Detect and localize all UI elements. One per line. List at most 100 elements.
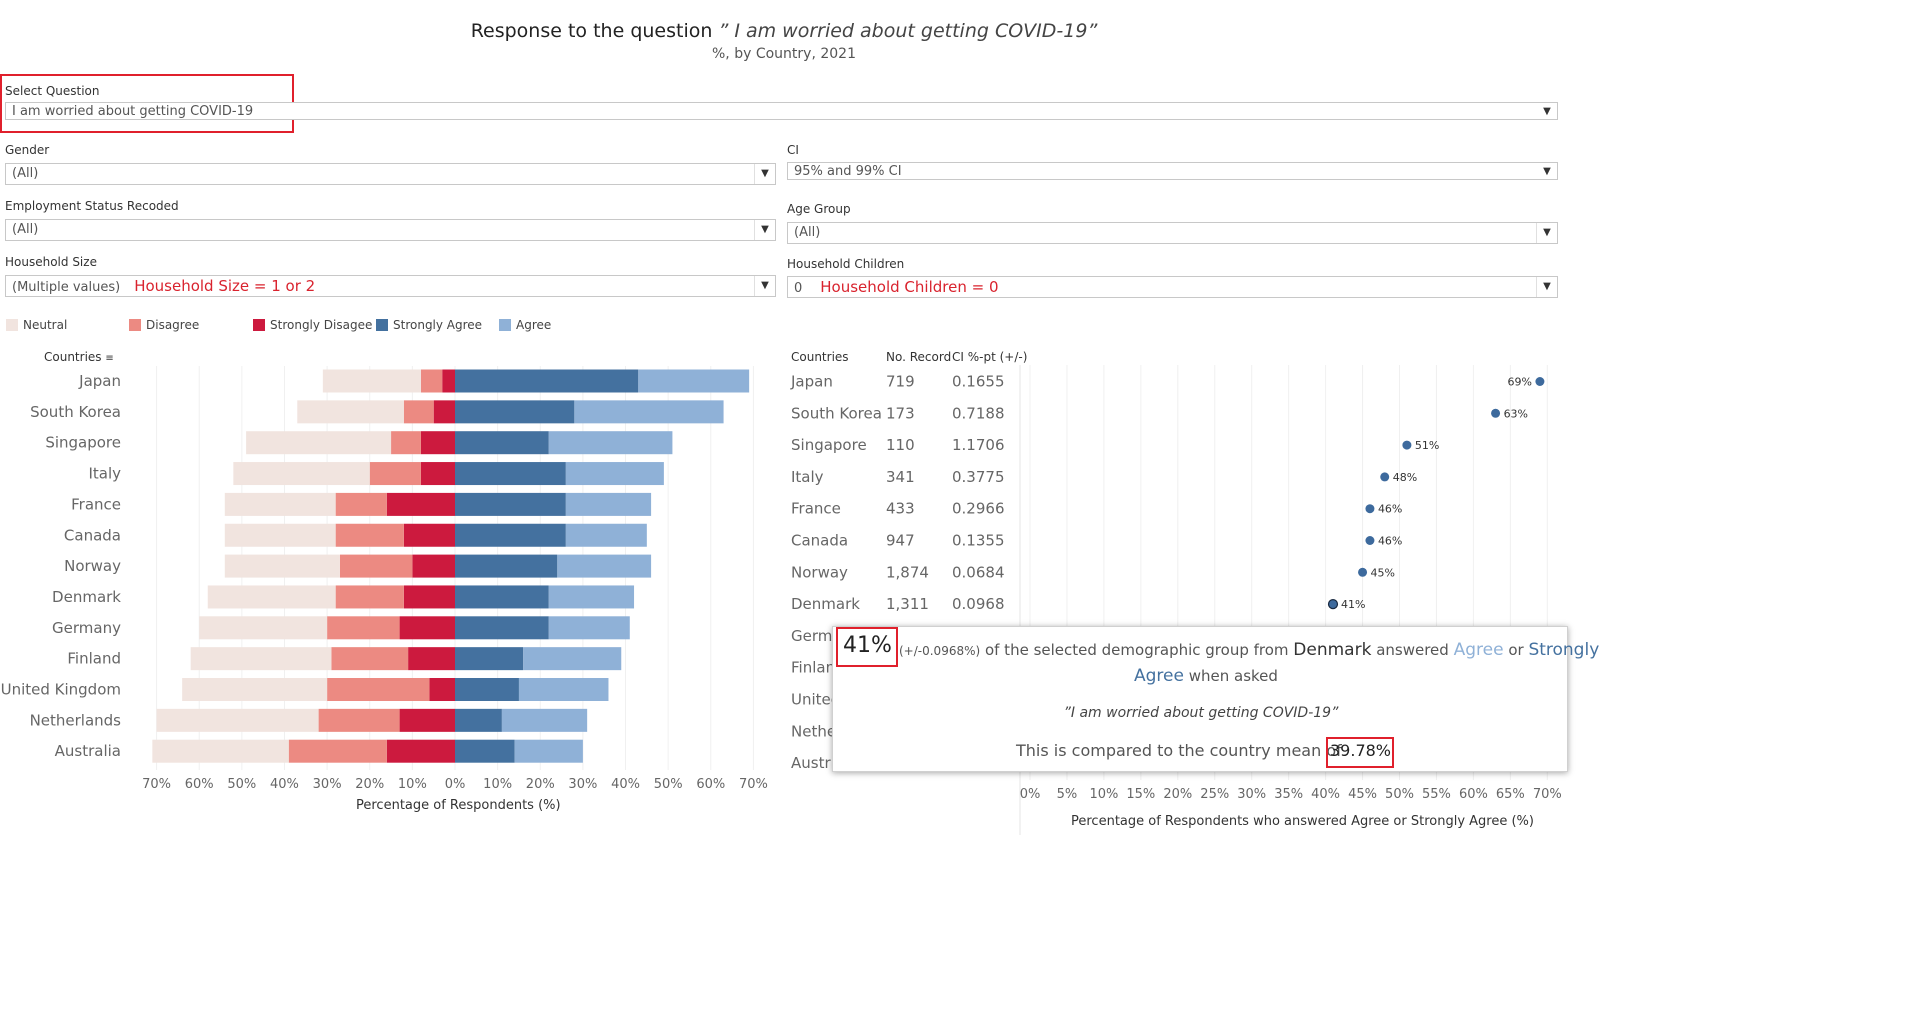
legend-label: Agree <box>516 318 552 332</box>
legend-item-agree[interactable]: Agree <box>499 318 551 332</box>
neutral-bar <box>152 739 289 763</box>
x-tick-label: 55% <box>1422 787 1451 802</box>
table-country: Japan <box>790 373 833 391</box>
select-question-value: I am worried about getting COVID-19 <box>12 104 254 119</box>
chevron-down-icon[interactable]: ▼ <box>1543 165 1551 177</box>
strongly-disagree-bar <box>403 523 455 547</box>
chevron-down-icon[interactable]: ▼ <box>1543 105 1551 117</box>
legend-item-strongly-disagree[interactable]: Strongly Disagee <box>253 318 372 332</box>
strongly-agree-bar <box>455 523 566 547</box>
employment-label: Employment Status Recoded <box>5 199 179 213</box>
chevron-down-icon[interactable]: ▼ <box>1536 223 1557 243</box>
ci-dropdown[interactable]: 95% and 99% CI ▼ <box>787 162 1558 180</box>
x-tick-label: 30% <box>1237 787 1266 802</box>
x-tick-label: 40% <box>1311 787 1340 802</box>
table-country: Finlan <box>791 659 835 677</box>
data-point <box>1380 472 1390 482</box>
legend-item-strongly-agree[interactable]: Strongly Agree <box>376 318 482 332</box>
x-tick-label: 50% <box>227 777 256 792</box>
strongly-disagree-bar <box>420 462 455 486</box>
neutral-bar <box>190 647 332 671</box>
data-point-label: 45% <box>1371 566 1395 579</box>
countries-sort-header[interactable]: Countries ≡ <box>44 350 114 364</box>
page-title: Response to the question ” I am worried … <box>0 20 1568 42</box>
table-country: Canada <box>791 532 848 550</box>
table-country: Norway <box>791 563 848 581</box>
neutral-bar <box>233 462 370 486</box>
table-ci: 0.1355 <box>952 532 1005 550</box>
country-label: Japan <box>78 372 121 390</box>
tooltip-compare: This is compared to the country mean of <box>1016 741 1342 760</box>
strongly-agree-bar <box>455 647 524 671</box>
chevron-down-icon[interactable]: ▼ <box>754 276 775 296</box>
data-point-label: 51% <box>1415 439 1439 452</box>
neutral-bar <box>207 585 336 609</box>
x-tick-label: 15% <box>1126 787 1155 802</box>
tooltip-ci: (+/-0.0968%) <box>899 644 981 658</box>
tooltip-strongly-agree-part1: Strongly <box>1528 640 1600 660</box>
data-point <box>1365 504 1375 514</box>
household-children-dropdown[interactable]: 0 Household Children = 0 ▼ <box>787 276 1558 298</box>
legend-item-neutral[interactable]: Neutral <box>6 318 67 332</box>
country-label: United Kingdom <box>1 681 121 699</box>
x-tick-label: 50% <box>1385 787 1414 802</box>
legend-label: Strongly Agree <box>393 318 483 332</box>
x-tick-label: 70% <box>1533 787 1562 802</box>
table-ci: 0.1655 <box>952 373 1005 391</box>
data-point-label: 41% <box>1341 598 1365 611</box>
chevron-down-icon[interactable]: ▼ <box>754 164 775 184</box>
chevron-down-icon[interactable]: ▼ <box>754 220 775 240</box>
table-header-countries: Countries <box>791 350 849 364</box>
agree-bar <box>565 462 664 486</box>
disagree-bar <box>331 647 409 671</box>
table-record-count: 1,311 <box>886 595 929 613</box>
table-country: Nethe <box>791 722 836 740</box>
data-point-label: 69% <box>1507 376 1531 389</box>
data-point <box>1491 408 1501 418</box>
legend-item-disagree[interactable]: Disagree <box>129 318 199 332</box>
household-children-label: Household Children <box>787 257 905 271</box>
household-size-label: Household Size <box>5 255 97 269</box>
x-tick-label: 20% <box>1163 787 1192 802</box>
disagree-bar <box>420 369 443 393</box>
agree-bar <box>501 708 588 732</box>
legend-swatch <box>253 319 265 331</box>
x-tick-label: 40% <box>270 777 299 792</box>
household-size-dropdown[interactable]: (Multiple values) Household Size = 1 or 2… <box>5 275 776 297</box>
disagree-bar <box>391 431 421 455</box>
agree-bar <box>574 400 724 424</box>
x-tick-label: 0% <box>1020 787 1041 802</box>
neutral-bar <box>297 400 404 424</box>
select-question-dropdown[interactable]: I am worried about getting COVID-19 ▼ <box>5 102 1558 120</box>
disagree-bar <box>403 400 434 424</box>
strongly-disagree-bar <box>386 739 455 763</box>
sort-icon[interactable]: ≡ <box>105 353 114 364</box>
agree-bar <box>518 678 609 701</box>
strongly-disagree-bar <box>420 431 455 455</box>
household-size-annotation: Household Size = 1 or 2 <box>134 277 316 295</box>
age-group-dropdown[interactable]: (All) ▼ <box>787 222 1558 244</box>
table-record-count: 433 <box>886 500 915 518</box>
data-point <box>1402 440 1412 450</box>
tooltip-line1-rest: (+/-0.0968%) of the selected demographic… <box>899 640 1599 660</box>
tooltip-text2: answered <box>1371 641 1454 659</box>
strongly-agree-bar <box>455 369 639 393</box>
strongly-disagree-bar <box>403 585 455 609</box>
x-tick-label: 70% <box>739 777 768 792</box>
table-country: France <box>791 500 841 518</box>
chevron-down-icon[interactable]: ▼ <box>1536 277 1557 297</box>
x-tick-label: 40% <box>611 777 640 792</box>
table-ci: 0.2966 <box>952 500 1005 518</box>
gender-dropdown[interactable]: (All) ▼ <box>5 163 776 185</box>
x-tick-label: 45% <box>1348 787 1377 802</box>
tooltip-value-highlight <box>836 627 898 667</box>
table-ci: 0.0968 <box>952 595 1005 613</box>
tooltip-line1: 41% <box>843 633 892 658</box>
country-label: Italy <box>88 465 121 483</box>
employment-dropdown[interactable]: (All) ▼ <box>5 219 776 241</box>
disagree-bar <box>288 739 387 763</box>
disagree-bar <box>327 678 430 701</box>
x-tick-label: 60% <box>185 777 214 792</box>
table-record-count: 341 <box>886 468 915 486</box>
left-chart-xlabel: Percentage of Respondents (%) <box>356 798 561 813</box>
